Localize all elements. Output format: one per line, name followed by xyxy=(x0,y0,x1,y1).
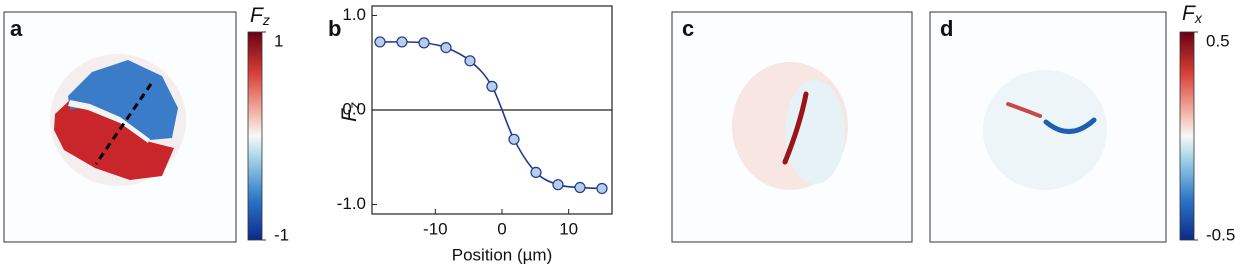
data-point xyxy=(574,181,586,194)
data-point xyxy=(464,55,476,67)
colorbar-tick-label: -0.5 xyxy=(1206,225,1235,244)
y-tick-label: -1.0 xyxy=(337,194,366,213)
colorbar-label: Fz xyxy=(250,4,270,28)
y-axis-label: Fz xyxy=(338,102,362,122)
colorbar xyxy=(247,31,263,241)
data-point xyxy=(530,166,542,178)
x-tick-label: 10 xyxy=(559,219,578,238)
data-point xyxy=(486,80,498,92)
image-c xyxy=(671,11,913,243)
colorbar-tick-label: 0.5 xyxy=(1206,31,1230,50)
x-tick-label: -10 xyxy=(423,219,448,238)
data-point xyxy=(552,179,564,191)
data-point xyxy=(396,36,408,48)
y-tick-label: 1.0 xyxy=(342,5,366,24)
data-point xyxy=(508,133,520,145)
data-point xyxy=(374,36,386,48)
colorbar-tick-label: 1 xyxy=(274,31,283,50)
x-tick-label: 0 xyxy=(497,219,506,238)
x-axis-label: Position (µm) xyxy=(452,245,552,264)
data-point xyxy=(440,41,452,54)
colorbar-tick-label: -1 xyxy=(274,225,289,244)
image-d xyxy=(929,11,1167,243)
panel-label: b xyxy=(328,16,341,41)
colorbar-label: Fx xyxy=(1182,2,1203,26)
colorbar xyxy=(1179,31,1195,241)
data-point xyxy=(596,182,608,195)
panel-label: c xyxy=(682,16,694,41)
y-tick-label: 0.0 xyxy=(342,99,366,118)
panel-label: d xyxy=(940,16,953,41)
fit-line xyxy=(379,41,603,190)
data-point xyxy=(418,37,430,49)
image-a xyxy=(3,11,237,243)
panel-label: a xyxy=(10,16,23,41)
